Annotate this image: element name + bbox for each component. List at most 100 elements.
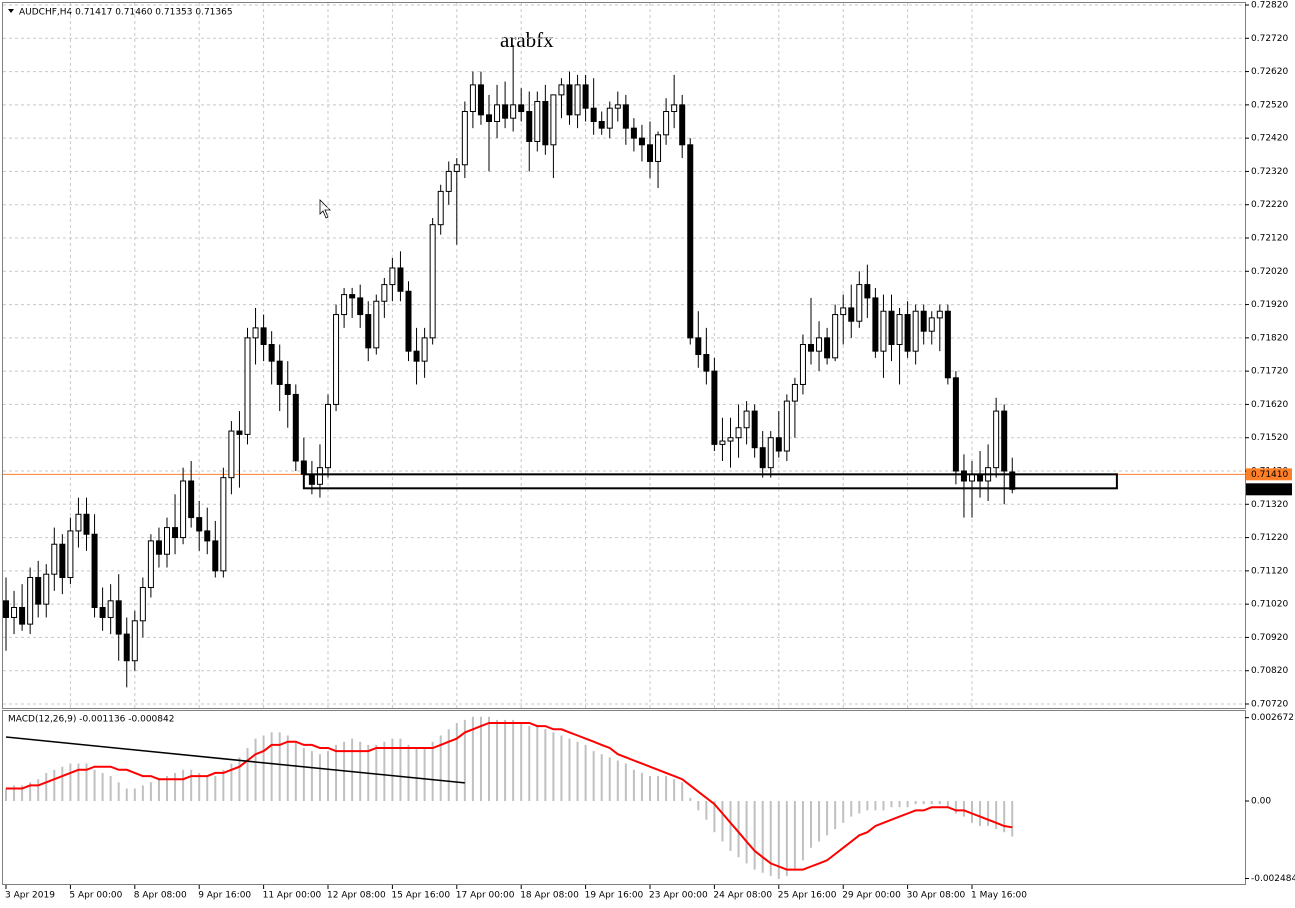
y-tick-label: 0.72720 (1251, 34, 1288, 44)
x-tick-label: 8 Apr 08:00 (134, 891, 187, 901)
y-tick-label: 0.72120 (1251, 234, 1288, 244)
candle-body (91, 533, 98, 608)
x-tick-label: 24 Apr 08:00 (713, 891, 772, 901)
y-tick-label: 0.00 (1251, 797, 1271, 807)
candle-body (292, 393, 299, 462)
candle-body (357, 297, 364, 316)
candle-body (107, 600, 114, 618)
candle-body (276, 360, 283, 385)
macd-pane-frame (2, 710, 1246, 885)
candle-body (413, 350, 420, 362)
candle-body (316, 467, 323, 485)
candle-body (630, 127, 637, 139)
candle-body (486, 114, 492, 122)
candle-body (518, 104, 525, 113)
candle-body (864, 284, 871, 299)
candle-body (333, 314, 340, 405)
candle-body (172, 527, 179, 539)
candle-body (952, 377, 959, 472)
candle-body (614, 104, 621, 109)
y-tick-label: 0.70820 (1251, 666, 1288, 676)
candle-body (655, 134, 662, 162)
y-tick-label: 0.72320 (1251, 167, 1288, 177)
candle-body (550, 94, 557, 146)
candle-body (566, 84, 573, 116)
last-price-label: 0.71365 (1251, 485, 1288, 495)
price-pane-frame (2, 2, 1246, 709)
support-zone (302, 473, 1118, 490)
y-tick-label: 0.71320 (1251, 500, 1288, 510)
candle-body (437, 190, 444, 226)
candle-body (735, 427, 742, 439)
x-tick-label: 15 Apr 16:00 (391, 891, 450, 901)
candle-body (647, 144, 653, 162)
candle-body (341, 294, 348, 316)
candle-body (719, 440, 726, 445)
candle-body (687, 144, 694, 339)
candle-body (180, 480, 187, 539)
candle-body (832, 314, 839, 359)
menu-triangle (8, 9, 14, 13)
candle-body (461, 111, 468, 166)
x-tick-label: 25 Apr 16:00 (778, 891, 837, 901)
candle-body (469, 84, 476, 113)
x-tick-label: 3 Apr 2019 (5, 891, 55, 901)
y-tick-label: 0.71920 (1251, 300, 1288, 310)
candle-body (695, 337, 702, 356)
candle-body (139, 587, 146, 622)
y-tick-label: 0.72220 (1251, 200, 1288, 210)
candle-body (445, 170, 452, 192)
candle-body (679, 104, 686, 146)
candle-body (131, 620, 138, 662)
candle-body (83, 513, 90, 535)
candle-body (453, 164, 460, 172)
candle-body (775, 437, 782, 452)
candle-body (260, 327, 267, 346)
candle-body (405, 290, 412, 352)
candle-body (663, 111, 670, 136)
candle-body (558, 84, 565, 96)
y-tick-label: 0.71120 (1251, 566, 1288, 576)
candle-body (590, 107, 597, 122)
y-tick-label: 0.71520 (1251, 433, 1288, 443)
candle-body (743, 410, 750, 429)
candle-body (429, 224, 436, 339)
candle-body (936, 310, 943, 319)
candle-body (993, 410, 1000, 469)
candle-body (147, 540, 154, 589)
candle-body (67, 530, 74, 579)
y-tick-label: -0.002484 (1251, 874, 1295, 884)
candle-body (244, 337, 251, 435)
candle-body (791, 383, 798, 402)
x-tick-label: 29 Apr 00:00 (842, 891, 901, 901)
candle-body (606, 107, 613, 129)
chart-title: AUDCHF,H4 0.71417 0.71460 0.71353 0.7136… (19, 8, 233, 18)
candle-body (816, 337, 823, 352)
candle-body (912, 310, 919, 352)
y-tick-label: 0.71820 (1251, 333, 1288, 343)
candle-body (502, 104, 509, 119)
y-tick-label: 0.72420 (1251, 134, 1288, 144)
candle-body (920, 310, 927, 332)
candle-body (542, 101, 549, 146)
candle-body (751, 410, 758, 449)
x-tick-label: 12 Apr 08:00 (327, 891, 386, 901)
candle-body (75, 513, 82, 532)
last-price-box (1246, 483, 1292, 496)
candle-body (123, 633, 130, 662)
y-tick-label: 0.72520 (1251, 100, 1288, 110)
candle-body (196, 517, 203, 532)
y-tick-label: 0.71720 (1251, 367, 1288, 377)
y-tick-label: 0.70720 (1251, 700, 1288, 710)
x-tick-label: 11 Apr 00:00 (263, 891, 322, 901)
candle-body (228, 430, 235, 479)
candle-body (373, 300, 380, 349)
x-tick-label: 5 Apr 00:00 (69, 891, 122, 901)
candle-body (349, 294, 356, 299)
y-tick-label: 0.71620 (1251, 400, 1288, 410)
candle-body (212, 540, 219, 572)
candle-body (872, 297, 879, 352)
candle-body (534, 101, 541, 142)
